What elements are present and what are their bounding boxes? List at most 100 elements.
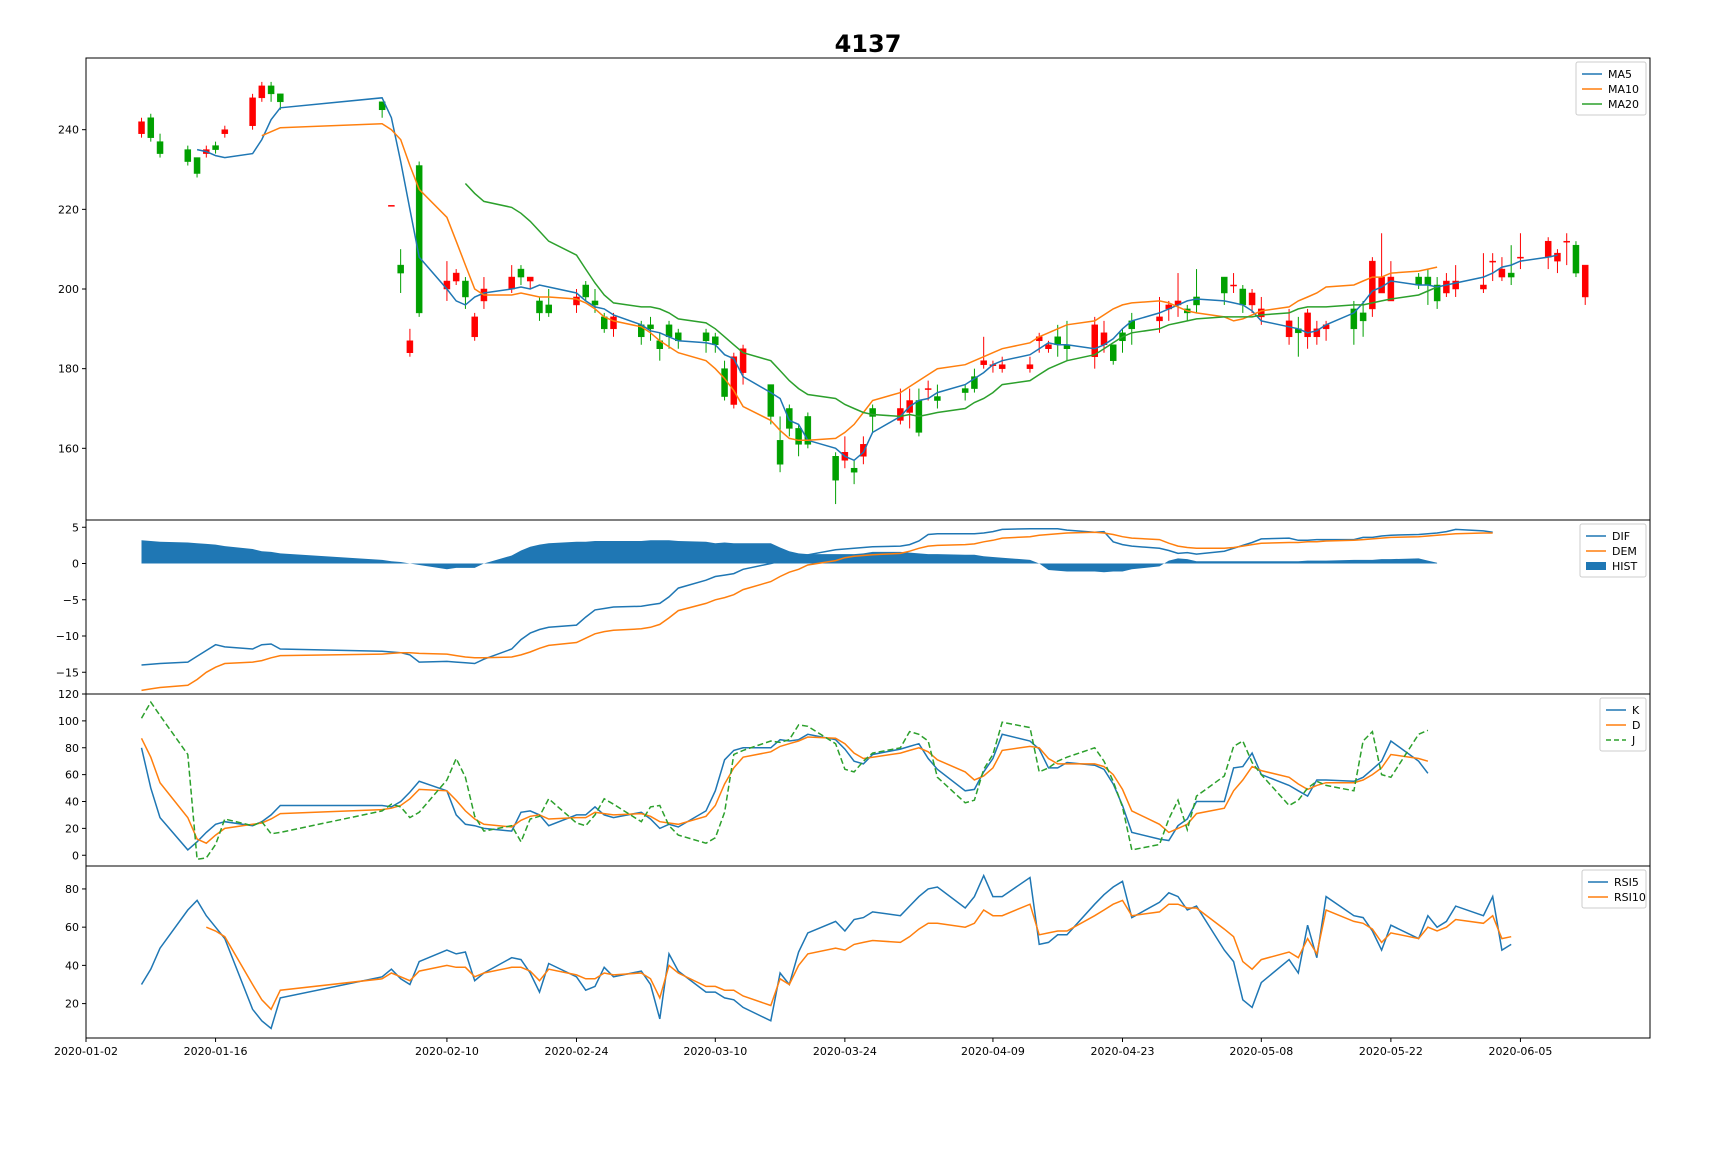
candle-body bbox=[1489, 260, 1496, 263]
x-tick-label: 2020-06-05 bbox=[1488, 1045, 1552, 1058]
candle-body bbox=[647, 324, 654, 330]
candle-body bbox=[1304, 312, 1311, 338]
candle-body bbox=[1156, 316, 1163, 322]
legend-label: MA10 bbox=[1608, 83, 1639, 96]
x-tick-label: 2020-02-24 bbox=[545, 1045, 609, 1058]
candle-body bbox=[1045, 344, 1052, 349]
candle-body bbox=[462, 280, 469, 298]
candle-body bbox=[767, 384, 775, 417]
candle-body bbox=[1221, 276, 1228, 294]
x-tick-label: 2020-04-09 bbox=[961, 1045, 1025, 1058]
candle-body bbox=[1313, 328, 1321, 338]
candle-body bbox=[600, 316, 608, 330]
y-tick-label: 100 bbox=[58, 715, 79, 728]
legend-box bbox=[1581, 869, 1647, 909]
legend-label: K bbox=[1632, 704, 1640, 717]
x-tick-label: 2020-04-23 bbox=[1091, 1045, 1155, 1058]
kdj-panel: 0 20 40 60 80 100 120 KDJ bbox=[58, 688, 1651, 867]
candle-body bbox=[860, 444, 867, 457]
candle-body bbox=[221, 129, 229, 134]
candle-body bbox=[443, 280, 451, 290]
y-tick-label: −5 bbox=[63, 594, 79, 607]
ma20-line bbox=[464, 182, 1438, 418]
candle-body bbox=[1359, 312, 1367, 322]
candle-body bbox=[1480, 284, 1487, 290]
candle-body bbox=[591, 300, 599, 306]
macd-panel: 5 0 −5 −10 −15 DIF DEM HIST bbox=[56, 519, 1651, 695]
candle-body bbox=[1248, 292, 1256, 306]
panel-frame bbox=[85, 865, 1651, 1039]
rsi5-line bbox=[140, 873, 1512, 1030]
legend-label: J bbox=[1631, 734, 1635, 747]
legend-label: RSI10 bbox=[1614, 891, 1646, 904]
candle-body bbox=[147, 117, 155, 138]
y-tick-label: 0 bbox=[72, 558, 79, 571]
price-panel: 160 180 200 220 240 MA5 MA10 MA20 bbox=[58, 57, 1651, 521]
x-tick-label: 2020-02-10 bbox=[415, 1045, 479, 1058]
candle-body bbox=[1544, 240, 1552, 258]
y-tick-label: 0 bbox=[72, 849, 79, 862]
y-tick-label: 40 bbox=[65, 959, 79, 972]
candle-body bbox=[1452, 280, 1459, 290]
ma5-line bbox=[196, 97, 1558, 462]
candle-body bbox=[249, 97, 256, 126]
candle-body bbox=[1285, 320, 1293, 338]
candle-body bbox=[1507, 272, 1515, 278]
panel-frame bbox=[85, 519, 1651, 695]
y-tick-label: 60 bbox=[65, 921, 79, 934]
y-tick-label: 60 bbox=[65, 769, 79, 782]
candle-body bbox=[776, 440, 784, 465]
candle-body bbox=[998, 364, 1006, 369]
candle-body bbox=[665, 324, 673, 338]
hist-area bbox=[141, 540, 1438, 573]
candle-body bbox=[1109, 344, 1117, 361]
y-tick-label: 80 bbox=[65, 883, 79, 896]
candle-body bbox=[1369, 260, 1376, 310]
candle-body bbox=[258, 85, 266, 99]
x-tick-label: 2020-05-08 bbox=[1229, 1045, 1293, 1058]
candle-body bbox=[980, 360, 987, 365]
candle-body bbox=[536, 300, 543, 314]
dem-line bbox=[141, 531, 1493, 692]
candle-body bbox=[1517, 256, 1524, 259]
candle-body bbox=[739, 348, 747, 373]
candle-body bbox=[397, 264, 404, 274]
candle-body bbox=[869, 408, 876, 417]
y-tick-label: −10 bbox=[56, 630, 79, 643]
candle-body bbox=[1572, 244, 1580, 274]
candle-body bbox=[961, 388, 969, 393]
candle-body bbox=[1026, 364, 1034, 369]
ma10-line bbox=[261, 122, 1438, 442]
x-tick-label: 2020-03-10 bbox=[683, 1045, 747, 1058]
candle-body bbox=[795, 428, 802, 445]
x-tick-label: 2020-01-16 bbox=[184, 1045, 248, 1058]
legend-label: MA5 bbox=[1608, 68, 1632, 81]
candle-body bbox=[1498, 268, 1506, 278]
y-tick-label: 160 bbox=[58, 442, 79, 455]
chart-title: 4137 bbox=[835, 30, 902, 58]
d-line bbox=[140, 736, 1429, 845]
panel-frame bbox=[85, 57, 1651, 521]
candle-body bbox=[610, 316, 617, 330]
candle-body bbox=[1239, 288, 1247, 306]
candle-body bbox=[388, 205, 395, 207]
candle-body bbox=[1193, 296, 1200, 306]
x-axis: 2020-01-02 2020-01-16 2020-02-10 2020-02-24… bbox=[54, 1038, 1552, 1058]
legend-label: DIF bbox=[1612, 530, 1630, 543]
dif-line bbox=[141, 527, 1493, 666]
x-tick-label: 2020-01-02 bbox=[54, 1045, 118, 1058]
candle-body bbox=[452, 272, 460, 282]
candle-body bbox=[1424, 276, 1432, 286]
y-tick-label: 40 bbox=[65, 796, 79, 809]
k-line bbox=[140, 733, 1429, 851]
candle-body bbox=[267, 85, 275, 95]
candle-body bbox=[138, 121, 145, 134]
legend-label: HIST bbox=[1612, 560, 1637, 573]
legend-label: MA20 bbox=[1608, 98, 1639, 111]
candle-body bbox=[1415, 276, 1422, 286]
x-tick-label: 2020-03-24 bbox=[813, 1045, 877, 1058]
candle-body bbox=[471, 316, 478, 338]
candle-body bbox=[804, 416, 812, 445]
rsi10-line bbox=[206, 899, 1512, 1011]
